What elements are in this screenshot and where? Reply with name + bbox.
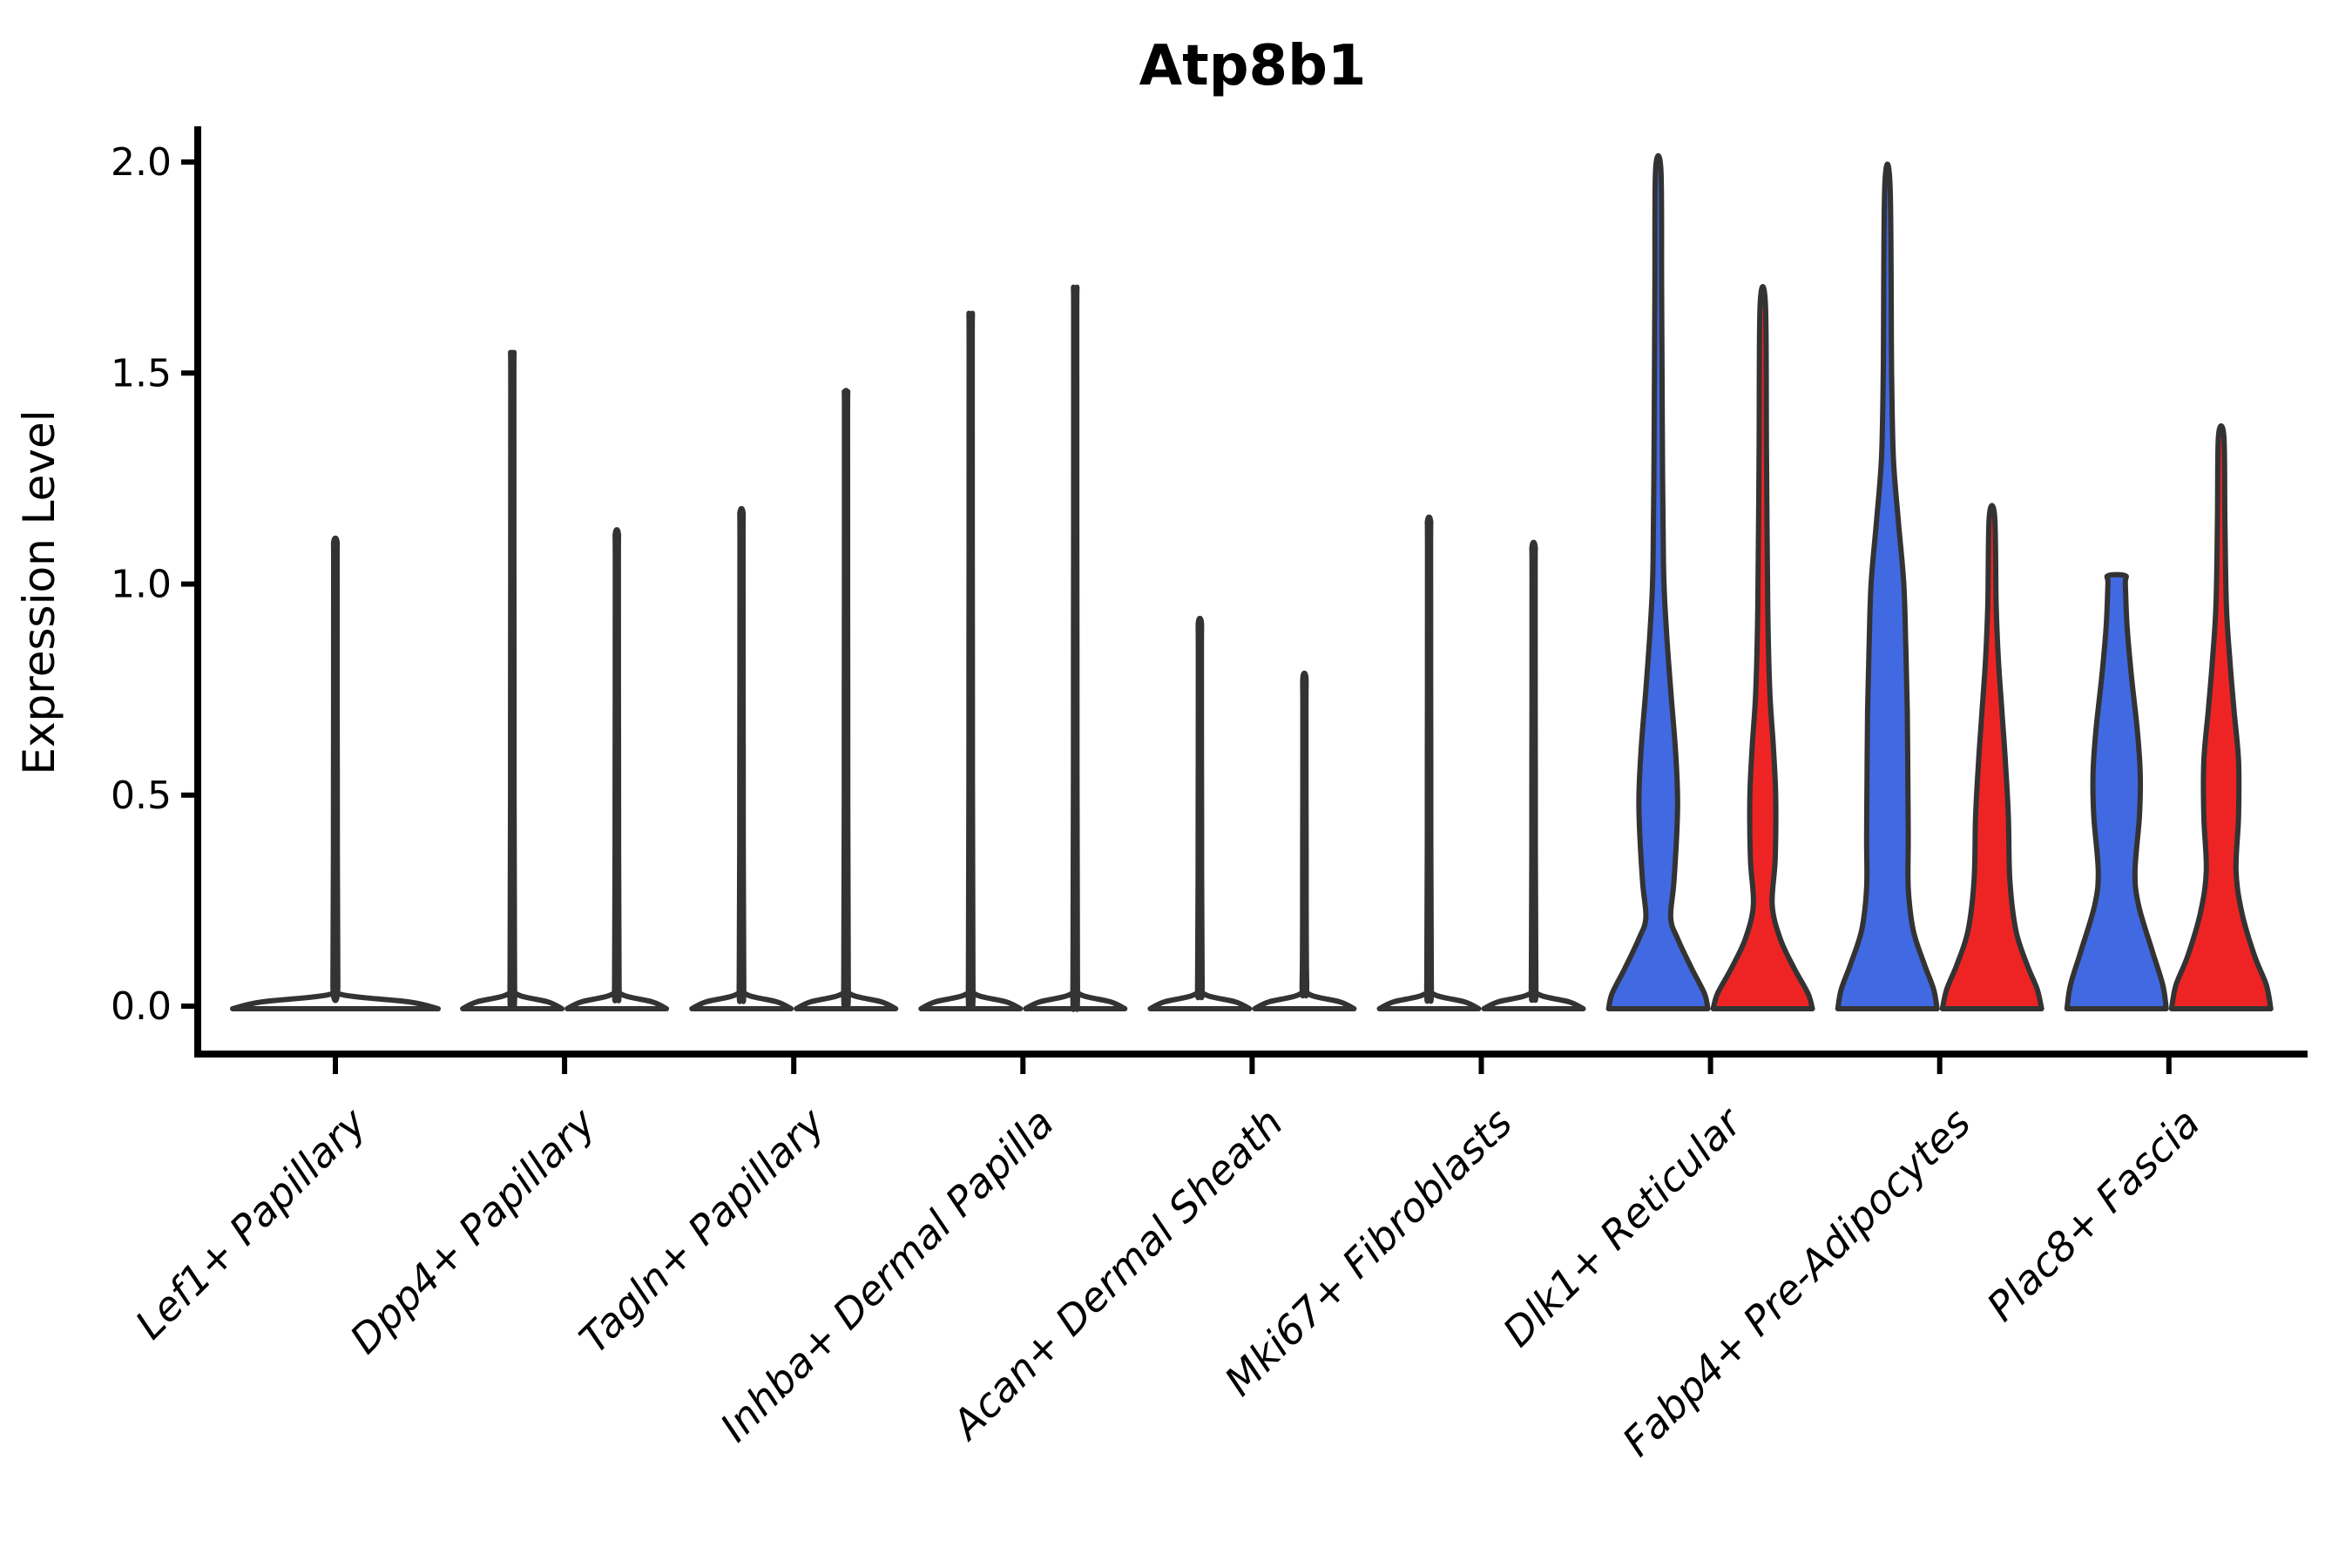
y-tick-label-1: 0.5 xyxy=(111,774,172,818)
violin-plac8-left-blue xyxy=(2064,571,2169,1011)
violin-tagln-left-white xyxy=(689,505,794,1011)
violin-fabp4-right-red xyxy=(1939,503,2044,1011)
violin-inhba-right-white xyxy=(1023,284,1128,1012)
x-tick-label-6: Dlk1+ Reticular xyxy=(1494,1097,1753,1355)
violin-dpp4-left-white xyxy=(460,349,565,1011)
x-tick-label-1: Dpp4+ Papillary xyxy=(341,1098,605,1362)
y-tick-label-0: 0.0 xyxy=(111,984,172,1029)
violin-dlk1-right-red xyxy=(1710,283,1815,1011)
violin-lef1-center-white xyxy=(230,535,441,1011)
x-tick-label-2: Tagln+ Papillary xyxy=(571,1098,835,1362)
violin-acan-right-white xyxy=(1252,670,1357,1011)
violin-plac8-right-red xyxy=(2168,422,2274,1011)
violin-acan-left-white xyxy=(1147,615,1253,1011)
y-tick-label-4: 2.0 xyxy=(111,140,172,185)
violin-tagln-right-white xyxy=(794,388,899,1011)
plot-title: Atp8b1 xyxy=(1139,34,1367,98)
x-tick-label-8: Plac8+ Fascia xyxy=(1977,1099,2208,1330)
y-tick-label-3: 1.5 xyxy=(111,351,172,395)
violin-dlk1-left-blue xyxy=(1605,152,1711,1011)
y-tick-label-2: 1.0 xyxy=(111,563,172,607)
violin-mki67-right-white xyxy=(1481,539,1586,1011)
violin-fabp4-left-blue xyxy=(1835,161,1940,1011)
y-axis-label: Expression Level xyxy=(14,409,64,774)
violin-mki67-left-white xyxy=(1376,514,1482,1011)
axes-layer xyxy=(181,126,2308,1074)
x-tick-label-0: Lef1+ Papillary xyxy=(126,1098,375,1348)
violins-layer xyxy=(230,152,2274,1012)
violin-dpp4-right-white xyxy=(564,527,670,1011)
violin-inhba-left-white xyxy=(918,310,1024,1011)
